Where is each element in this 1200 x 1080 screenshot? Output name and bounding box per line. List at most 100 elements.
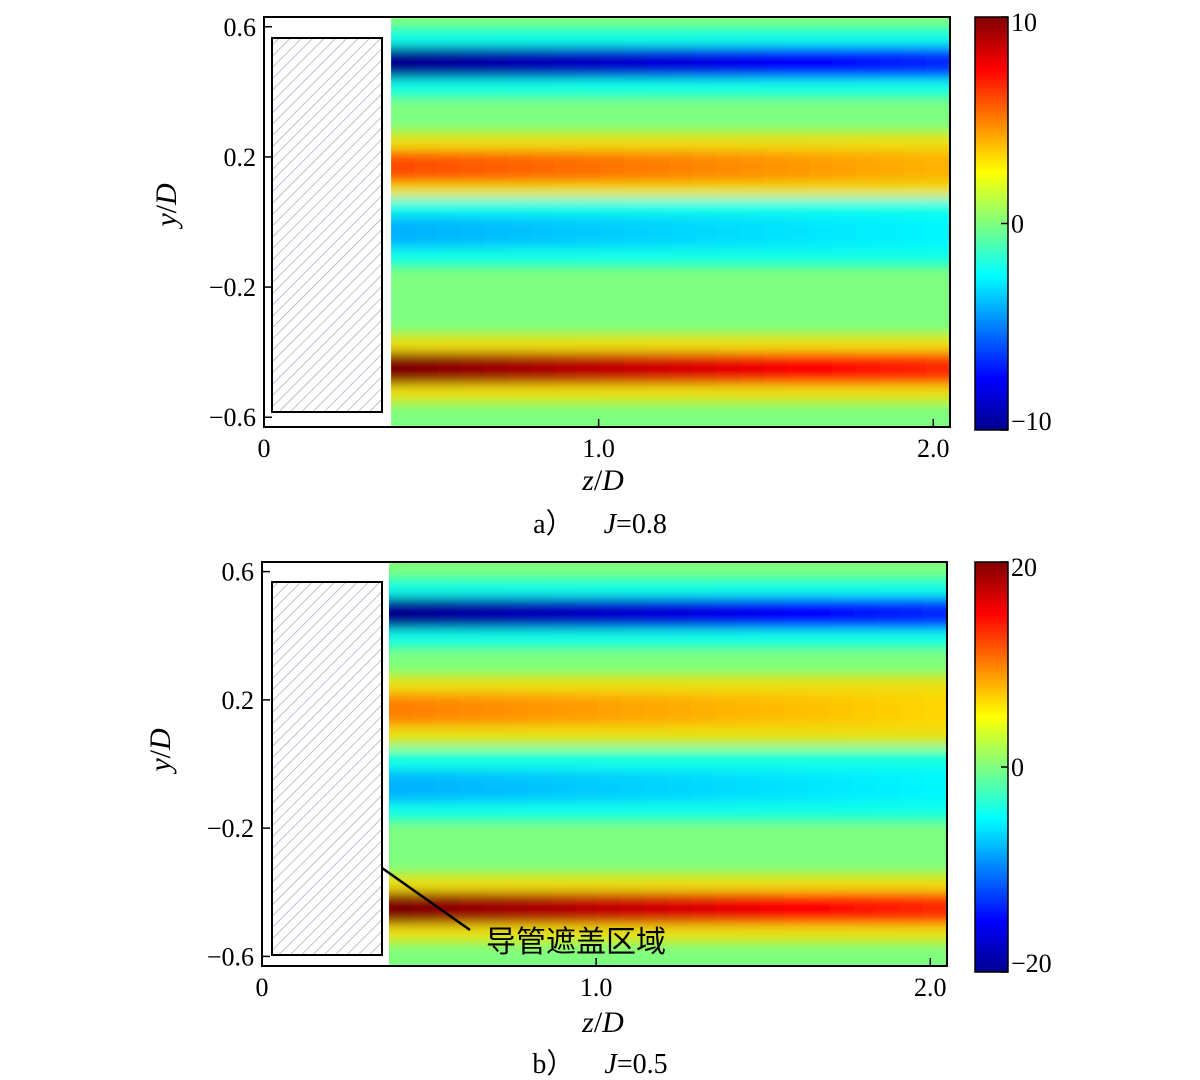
band-core (644, 770, 669, 803)
band-core (667, 770, 692, 803)
band-core (690, 892, 715, 925)
band-core (435, 693, 460, 726)
band-core (412, 597, 437, 630)
band-core (832, 352, 858, 385)
band-core (693, 150, 718, 183)
band-core (809, 352, 834, 385)
band-core (832, 150, 858, 183)
band-core (574, 693, 599, 726)
band-core (739, 46, 765, 79)
colorbar-ticks-b: 20 0 −20 (1001, 553, 1052, 978)
band-core (388, 693, 414, 726)
band-core (716, 352, 741, 385)
band-core (621, 597, 646, 630)
band-core (829, 597, 855, 630)
band-core (922, 597, 947, 630)
band-core (783, 693, 808, 726)
band-core (646, 150, 672, 183)
band-core (458, 892, 483, 925)
band-core (507, 150, 532, 183)
band-core (739, 150, 765, 183)
band-core (856, 352, 881, 385)
y-tick-label: −0.2 (207, 814, 254, 843)
annotation-leader-line (381, 866, 471, 932)
band-core (763, 150, 788, 183)
band-core (763, 352, 788, 385)
band-core (458, 597, 483, 630)
band-core (507, 215, 532, 248)
covered-region-a (271, 37, 383, 413)
band-core (902, 46, 927, 79)
band-core (484, 215, 509, 248)
colorbar-tick-label: 10 (1011, 8, 1037, 37)
band-core (484, 150, 509, 183)
colorbar-tick-label: −20 (1011, 949, 1052, 978)
x-tick-label: 1.0 (580, 973, 613, 1002)
band-core (646, 352, 672, 385)
band-core (667, 693, 692, 726)
band-core (713, 770, 739, 803)
panel-a: 0.6 0.2 −0.2 −0.6 0 1.0 2.0 y/D z/D a） J=0.8 1… (150, 8, 1052, 540)
band-core (856, 46, 881, 79)
band-core (437, 46, 462, 79)
band-core (623, 46, 648, 79)
band-core (922, 892, 947, 925)
band-core (737, 770, 762, 803)
band-core (879, 215, 904, 248)
band-core (597, 770, 623, 803)
band-core (693, 215, 718, 248)
band-core (551, 597, 576, 630)
band-core (481, 892, 507, 925)
band-core (528, 892, 553, 925)
band-core (786, 215, 811, 248)
band-core (391, 352, 416, 385)
band-core (458, 693, 483, 726)
band-core (388, 770, 414, 803)
band-core (690, 597, 715, 630)
x-axis-label-a: z/D (581, 464, 624, 497)
band-core (693, 46, 718, 79)
y-tick-label: 0.2 (222, 686, 255, 715)
band-core (391, 46, 416, 79)
band-core (783, 892, 808, 925)
band-core (832, 46, 858, 79)
band-core (783, 770, 808, 803)
band-core (809, 150, 834, 183)
band-core (623, 352, 648, 385)
band-core (528, 597, 553, 630)
panel-b: 0.6 0.2 −0.2 −0.6 0 1.0 2.0 导管遮盖区域 y/D z/D b）… (144, 553, 1052, 1080)
band-core (460, 150, 486, 183)
band-core (925, 352, 950, 385)
x-axis-b: 0 1.0 2.0 (256, 958, 947, 1002)
band-core (670, 352, 695, 385)
band-core (414, 150, 439, 183)
band-core (853, 597, 878, 630)
y-tick-label: −0.2 (209, 273, 256, 302)
band-core (530, 150, 555, 183)
band-core (437, 215, 462, 248)
x-tick-label: 1.0 (582, 434, 615, 463)
band-core (806, 770, 831, 803)
heatmap-field-a (391, 18, 950, 426)
band-core (621, 892, 646, 925)
band-core (856, 215, 881, 248)
band-core (553, 215, 579, 248)
band-core (690, 693, 715, 726)
band-layer (388, 579, 947, 943)
band-core (644, 892, 669, 925)
band-layer (391, 28, 950, 403)
y-tick-label: 0.2 (224, 143, 257, 172)
band-core (760, 693, 785, 726)
band-core (460, 352, 486, 385)
band-core (856, 150, 881, 183)
band-core (528, 693, 553, 726)
y-tick-label: 0.6 (222, 558, 255, 587)
band-core (553, 46, 579, 79)
caption-b: b） J=0.5 (532, 1048, 667, 1080)
band-core (829, 693, 855, 726)
band-core (876, 770, 901, 803)
band-core (902, 215, 927, 248)
band-core (876, 597, 901, 630)
band-core (853, 693, 878, 726)
